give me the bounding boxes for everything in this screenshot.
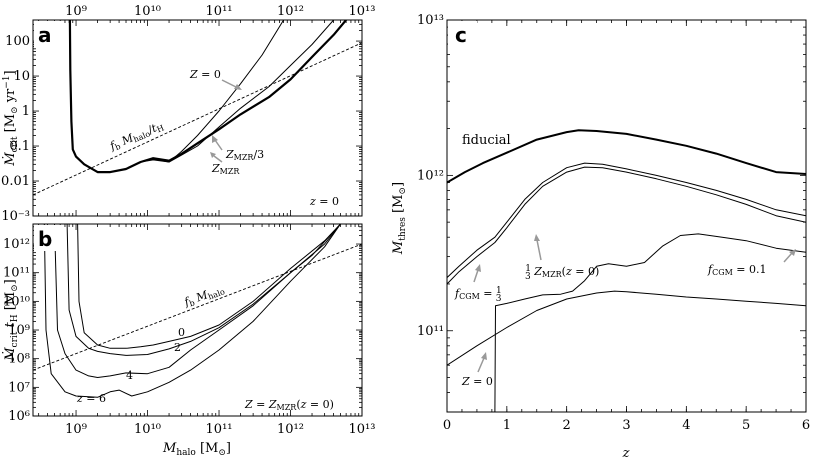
panel-a-series — [33, 20, 362, 196]
arrow-c-third-zmzr — [536, 239, 542, 261]
series-b-z4 — [54, 224, 341, 378]
x-tick-label: 10¹⁰ — [134, 4, 161, 19]
arrow-a-z0 — [221, 79, 239, 89]
series-b-z6 — [43, 224, 341, 398]
label-b-z0: 0 — [178, 326, 185, 339]
label-c-fcgm-01: fCGM = 0.1 — [707, 263, 767, 277]
x-tick-label: 1 — [503, 418, 511, 433]
arrowhead-c-third-zmzr — [534, 234, 540, 241]
label-a-zmzr: ZMZR — [211, 162, 240, 176]
y-tick-label: 0.01 — [1, 174, 30, 189]
x-tick-label: 10⁹ — [65, 422, 87, 437]
label-c-z0: Z = 0 — [461, 375, 493, 388]
label-b-z2: 2 — [174, 341, 181, 354]
panel-c-ylabel: Mthres [M⊙] — [391, 182, 408, 255]
y-tick-label: 10⁸ — [8, 352, 30, 367]
panel-a-ticks: 10⁹ 10¹⁰ 10¹¹ 10¹² 10¹³ 10⁻³ 0.01 0.1 1 10 100 — [1, 4, 375, 224]
panel-c-ticks: 0 1 2 3 4 5 6 10¹¹ 10¹² 10¹³ — [417, 13, 810, 433]
y-tick-label: 10¹¹ — [417, 324, 444, 339]
y-tick-label: 10⁹ — [8, 323, 30, 338]
panel-c-series — [447, 129, 806, 412]
x-tick-label: 10¹¹ — [206, 422, 233, 437]
y-tick-label: 10¹² — [3, 237, 30, 252]
series-b-ref — [33, 243, 362, 371]
panel-a: 10⁹ 10¹⁰ 10¹¹ 10¹² 10¹³ 10⁻³ 0.01 0.1 1 10 100 a z… — [1, 4, 375, 224]
panel-b: 10⁹ 10¹⁰ 10¹¹ 10¹² 10¹³ 10⁶ 10⁷ 10⁸ 10⁹ 10¹⁰ 10¹¹ 1… — [1, 223, 376, 458]
panel-a-note: z = 0 — [309, 195, 339, 208]
panel-c-xlabel: z — [622, 446, 630, 461]
arrowhead-a-zmzr — [210, 152, 216, 158]
y-tick-label: 0.1 — [9, 139, 30, 154]
y-tick-label: 10¹² — [417, 168, 444, 183]
panel-b-series — [33, 224, 362, 398]
arrow-c-fcgm-third — [473, 269, 479, 283]
y-tick-label: 10⁶ — [8, 409, 30, 424]
label-a-z0: Z = 0 — [189, 68, 221, 81]
x-tick-label: 10⁹ — [65, 4, 87, 19]
y-tick-label: 1 — [22, 104, 30, 119]
y-tick-label: 10⁷ — [8, 380, 30, 395]
arrowhead-a-z0 — [234, 84, 242, 90]
series-c-fiducial — [447, 129, 806, 184]
arrowhead-c-fcgm-01 — [789, 249, 796, 256]
series-c-z0 — [447, 290, 806, 366]
series-a-z0 — [69, 20, 285, 173]
x-tick-label: 2 — [563, 418, 571, 433]
series-b-z0 — [77, 224, 341, 349]
y-tick-label: 10¹³ — [417, 13, 444, 28]
y-tick-label: 10¹⁰ — [3, 294, 30, 309]
arrow-c-z0 — [477, 357, 485, 373]
x-tick-label: 10¹³ — [349, 422, 376, 437]
x-tick-label: 4 — [682, 418, 690, 433]
panel-a-label: a — [38, 23, 52, 47]
x-tick-label: 6 — [802, 418, 810, 433]
y-tick-label: 10 — [13, 69, 30, 84]
x-tick-label: 10¹¹ — [206, 4, 233, 19]
label-a-zmzr3: ZMZR/3 — [225, 148, 264, 162]
series-c-fcgm_third — [447, 166, 806, 285]
x-tick-label: 0 — [443, 418, 451, 433]
arrow-a-zmzr — [213, 155, 223, 163]
label-b-ref: fb Mhalo — [182, 282, 227, 310]
panel-a-label-bg — [34, 21, 63, 47]
panel-b-label-bg — [34, 225, 63, 251]
y-tick-label: 100 — [5, 34, 30, 49]
x-tick-label: 10¹³ — [349, 4, 376, 19]
arrowhead-a-zmzr3 — [212, 135, 218, 143]
label-a-ref: fb Mhalo/tH — [107, 119, 165, 154]
series-c-third_zmzr — [447, 162, 806, 278]
panel-b-xlabel: Mhalo [M⊙] — [162, 441, 231, 458]
panel-c-frame — [446, 19, 807, 413]
panel-c-label: c — [455, 23, 467, 47]
y-tick-label: 10¹¹ — [3, 266, 30, 281]
label-b-z4: 4 — [126, 369, 133, 382]
panel-b-note: Z = ZMZR(z = 0) — [244, 398, 334, 412]
panel-a-ylabel: Ṁcrit [M⊙ yr−1] — [1, 70, 20, 166]
series-c-fcgm_01 — [494, 233, 806, 412]
panel-b-label: b — [38, 227, 52, 251]
arrow-a-zmzr3 — [214, 139, 223, 151]
label-c-fiducial: fiducial — [462, 133, 511, 148]
x-tick-label: 10¹² — [277, 422, 304, 437]
x-tick-label: 10¹⁰ — [134, 422, 161, 437]
y-tick-label: 10⁻³ — [1, 209, 30, 224]
series-a-ref — [33, 42, 362, 196]
x-tick-label: 5 — [742, 418, 750, 433]
panel-b-frame — [32, 223, 363, 417]
panel-b-ylabel: Ṁcrit tH [M⊙] — [1, 279, 20, 362]
arrowhead-c-z0 — [481, 352, 487, 360]
panel-a-frame — [32, 19, 363, 217]
x-tick-label: 3 — [622, 418, 630, 433]
label-b-z6: z = 6 — [76, 392, 106, 405]
panel-c-label-bg — [448, 21, 477, 47]
x-tick-label: 10¹² — [277, 4, 304, 19]
arrowhead-c-fcgm-third — [475, 264, 481, 272]
arrow-c-fcgm-01 — [783, 252, 793, 263]
series-a-zmzr3 — [69, 20, 334, 173]
